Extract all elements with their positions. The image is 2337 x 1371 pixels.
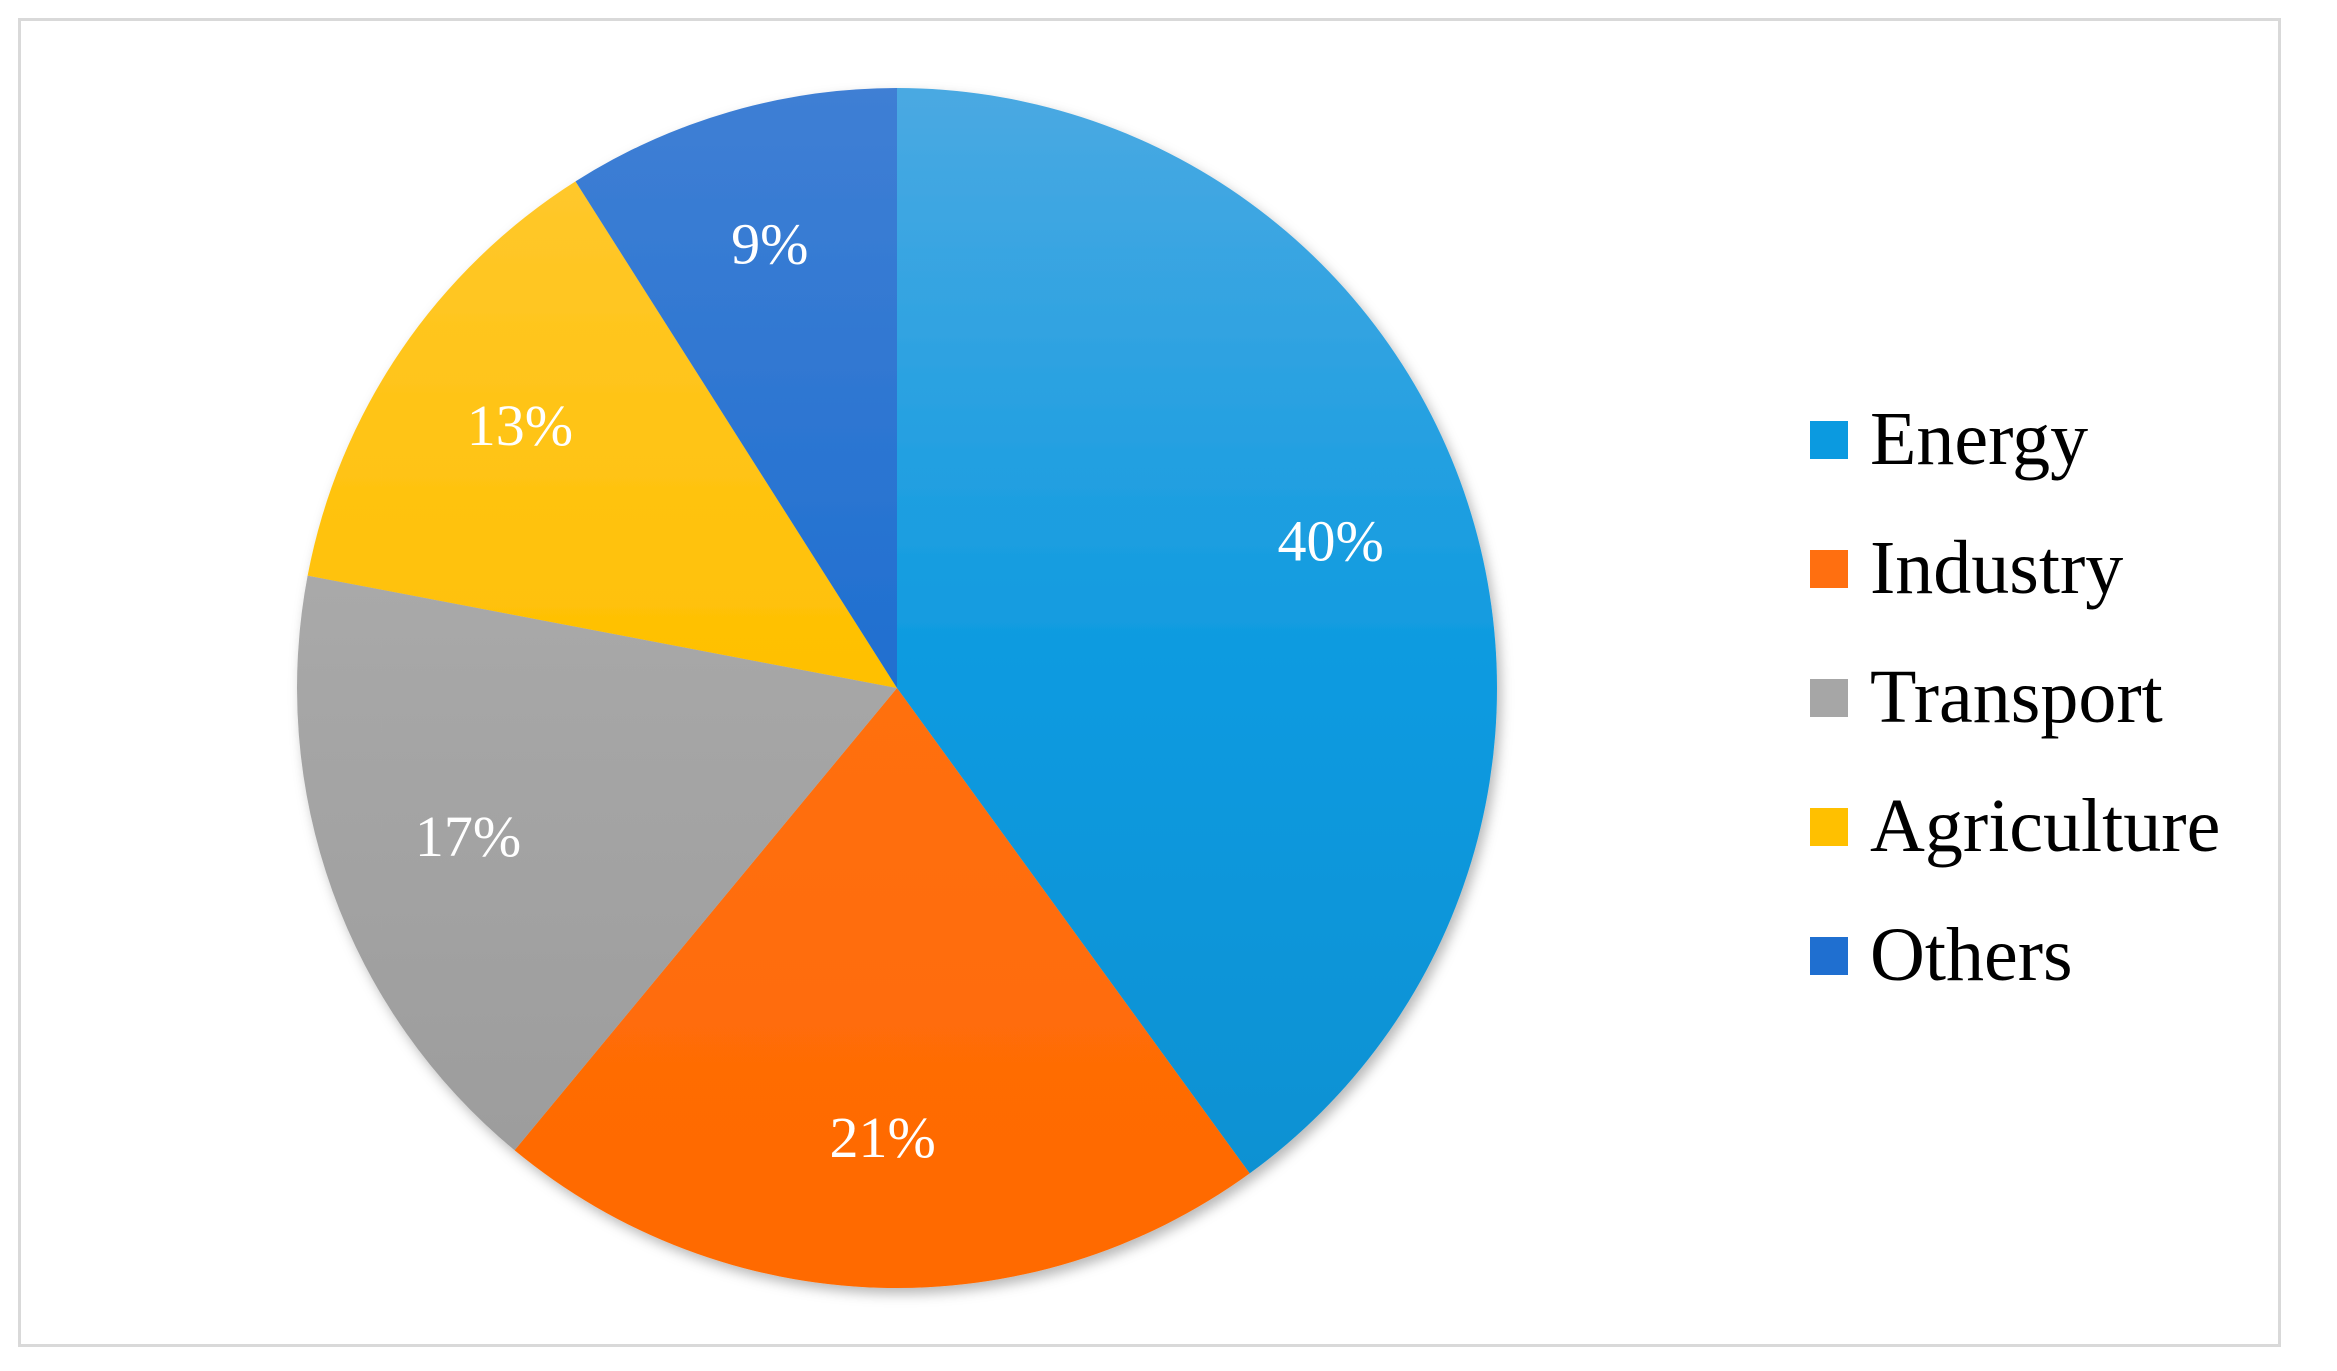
pie-slice-energy <box>897 88 1497 1174</box>
legend-label-transport: Transport <box>1870 655 2163 739</box>
pie-slices <box>297 88 1497 1288</box>
pie-slice-industry <box>514 688 1250 1288</box>
slice-label-others: 9% <box>731 211 808 276</box>
legend-swatch-industry <box>1810 549 1848 588</box>
slice-label-transport: 17% <box>415 804 521 869</box>
pie-labels: 40% 21% 17% 13% 9% <box>415 211 1384 1170</box>
legend-item-industry: Industry <box>1810 504 2220 633</box>
slice-label-industry: 21% <box>830 1105 936 1170</box>
legend-item-agriculture: Agriculture <box>1810 762 2220 891</box>
legend-swatch-transport <box>1810 678 1848 717</box>
legend-label-agriculture: Agriculture <box>1870 784 2221 868</box>
slice-label-agriculture: 13% <box>467 393 573 458</box>
slice-label-energy: 40% <box>1278 508 1384 573</box>
legend-label-others: Others <box>1870 913 2073 997</box>
legend-label-energy: Energy <box>1870 397 2089 481</box>
pie-slice-others <box>575 88 897 688</box>
pie-slice-transport <box>297 575 897 1151</box>
legend-label-industry: Industry <box>1870 526 2124 610</box>
legend-swatch-agriculture <box>1810 807 1848 846</box>
legend-item-transport: Transport <box>1810 633 2220 762</box>
legend-swatch-others <box>1810 936 1848 975</box>
legend-item-others: Others <box>1810 891 2220 1020</box>
legend-item-energy: Energy <box>1810 375 2220 504</box>
legend: Energy Industry Transport Agriculture Ot… <box>1810 375 2220 1020</box>
pie-slice-agriculture <box>307 181 897 688</box>
legend-swatch-energy <box>1810 420 1848 459</box>
